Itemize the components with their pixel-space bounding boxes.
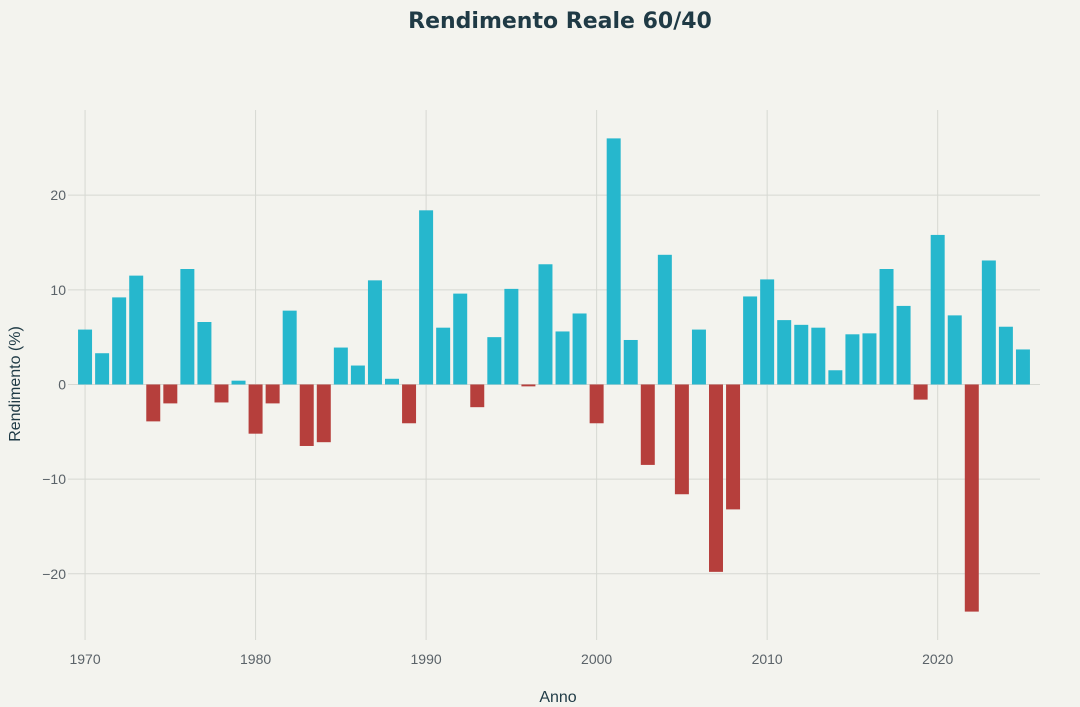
bar-2019	[913, 384, 928, 400]
bar-1985	[333, 347, 348, 385]
bar-2010	[760, 279, 775, 385]
bar-1988	[385, 378, 399, 385]
bar-1991	[436, 327, 451, 385]
bar-1989	[402, 384, 417, 424]
bar-1971	[95, 353, 110, 385]
x-tick-label: 2020	[922, 651, 953, 667]
bar-2015	[845, 334, 860, 385]
x-tick-labels: 1970 1980 1990 2000 2010 2020	[69, 651, 953, 667]
grid-lines	[68, 110, 1040, 640]
x-tick-label: 2010	[752, 651, 783, 667]
bar-1983	[299, 384, 314, 446]
bar-2006	[691, 329, 706, 385]
x-tick-label: 1990	[411, 651, 442, 667]
bar-1978	[214, 384, 229, 403]
bar-2017	[879, 269, 894, 385]
bar-2002	[623, 339, 638, 385]
bar-1999	[572, 313, 587, 385]
bar-2021	[947, 315, 962, 385]
bar-2025	[1015, 349, 1030, 385]
y-axis-title: Rendimento (%)	[7, 326, 24, 442]
x-tick-label: 2000	[581, 651, 612, 667]
bar-1998	[555, 331, 570, 385]
bar-1970	[78, 329, 93, 385]
chart-title: Rendimento Reale 60/40	[408, 9, 712, 34]
bar-1997	[538, 264, 553, 385]
bar-2016	[862, 333, 877, 385]
bar-1974	[146, 384, 161, 422]
bar-2013	[811, 327, 826, 385]
bar-2024	[998, 326, 1013, 385]
bar-1981	[265, 384, 280, 404]
bar-1975	[163, 384, 178, 404]
bar-1980	[248, 384, 263, 434]
bar-2014	[828, 370, 843, 385]
bar-2008	[726, 384, 741, 510]
bar-1994	[487, 337, 502, 385]
y-tick-label: −10	[42, 471, 66, 487]
bar-2001	[606, 138, 621, 385]
y-tick-label: 20	[50, 187, 66, 203]
y-tick-label: 10	[50, 282, 66, 298]
bar-1992	[453, 293, 468, 385]
bar-2007	[709, 384, 723, 572]
bar-1977	[197, 322, 212, 385]
bar-1990	[419, 210, 434, 385]
y-tick-labels: −20 −10 0 10 20	[42, 187, 66, 582]
x-tick-label: 1970	[69, 651, 100, 667]
bar-2004	[657, 254, 672, 385]
bar-2009	[743, 296, 758, 385]
bar-1986	[350, 365, 365, 385]
bar-1993	[470, 384, 485, 408]
bar-2005	[674, 384, 689, 495]
bar-1979	[231, 380, 246, 385]
bar-2012	[794, 324, 809, 385]
bars	[78, 138, 1030, 612]
bar-2003	[640, 384, 655, 465]
bar-2000	[589, 384, 604, 424]
x-tick-label: 1980	[240, 651, 271, 667]
bar-1995	[504, 288, 519, 385]
bar-1984	[316, 384, 331, 443]
bar-1973	[129, 275, 144, 385]
bar-2020	[930, 234, 945, 385]
bar-1996	[521, 384, 536, 387]
bar-2023	[981, 260, 996, 385]
y-tick-label: −20	[42, 566, 66, 582]
y-tick-label: 0	[58, 376, 66, 392]
bar-1976	[180, 269, 195, 385]
bar-2011	[777, 320, 792, 385]
bar-2022	[964, 384, 979, 612]
bar-1982	[282, 310, 297, 385]
x-axis-title: Anno	[539, 689, 576, 706]
bar-2018	[896, 305, 911, 385]
bar-1972	[112, 297, 127, 385]
bar-1987	[367, 280, 382, 385]
